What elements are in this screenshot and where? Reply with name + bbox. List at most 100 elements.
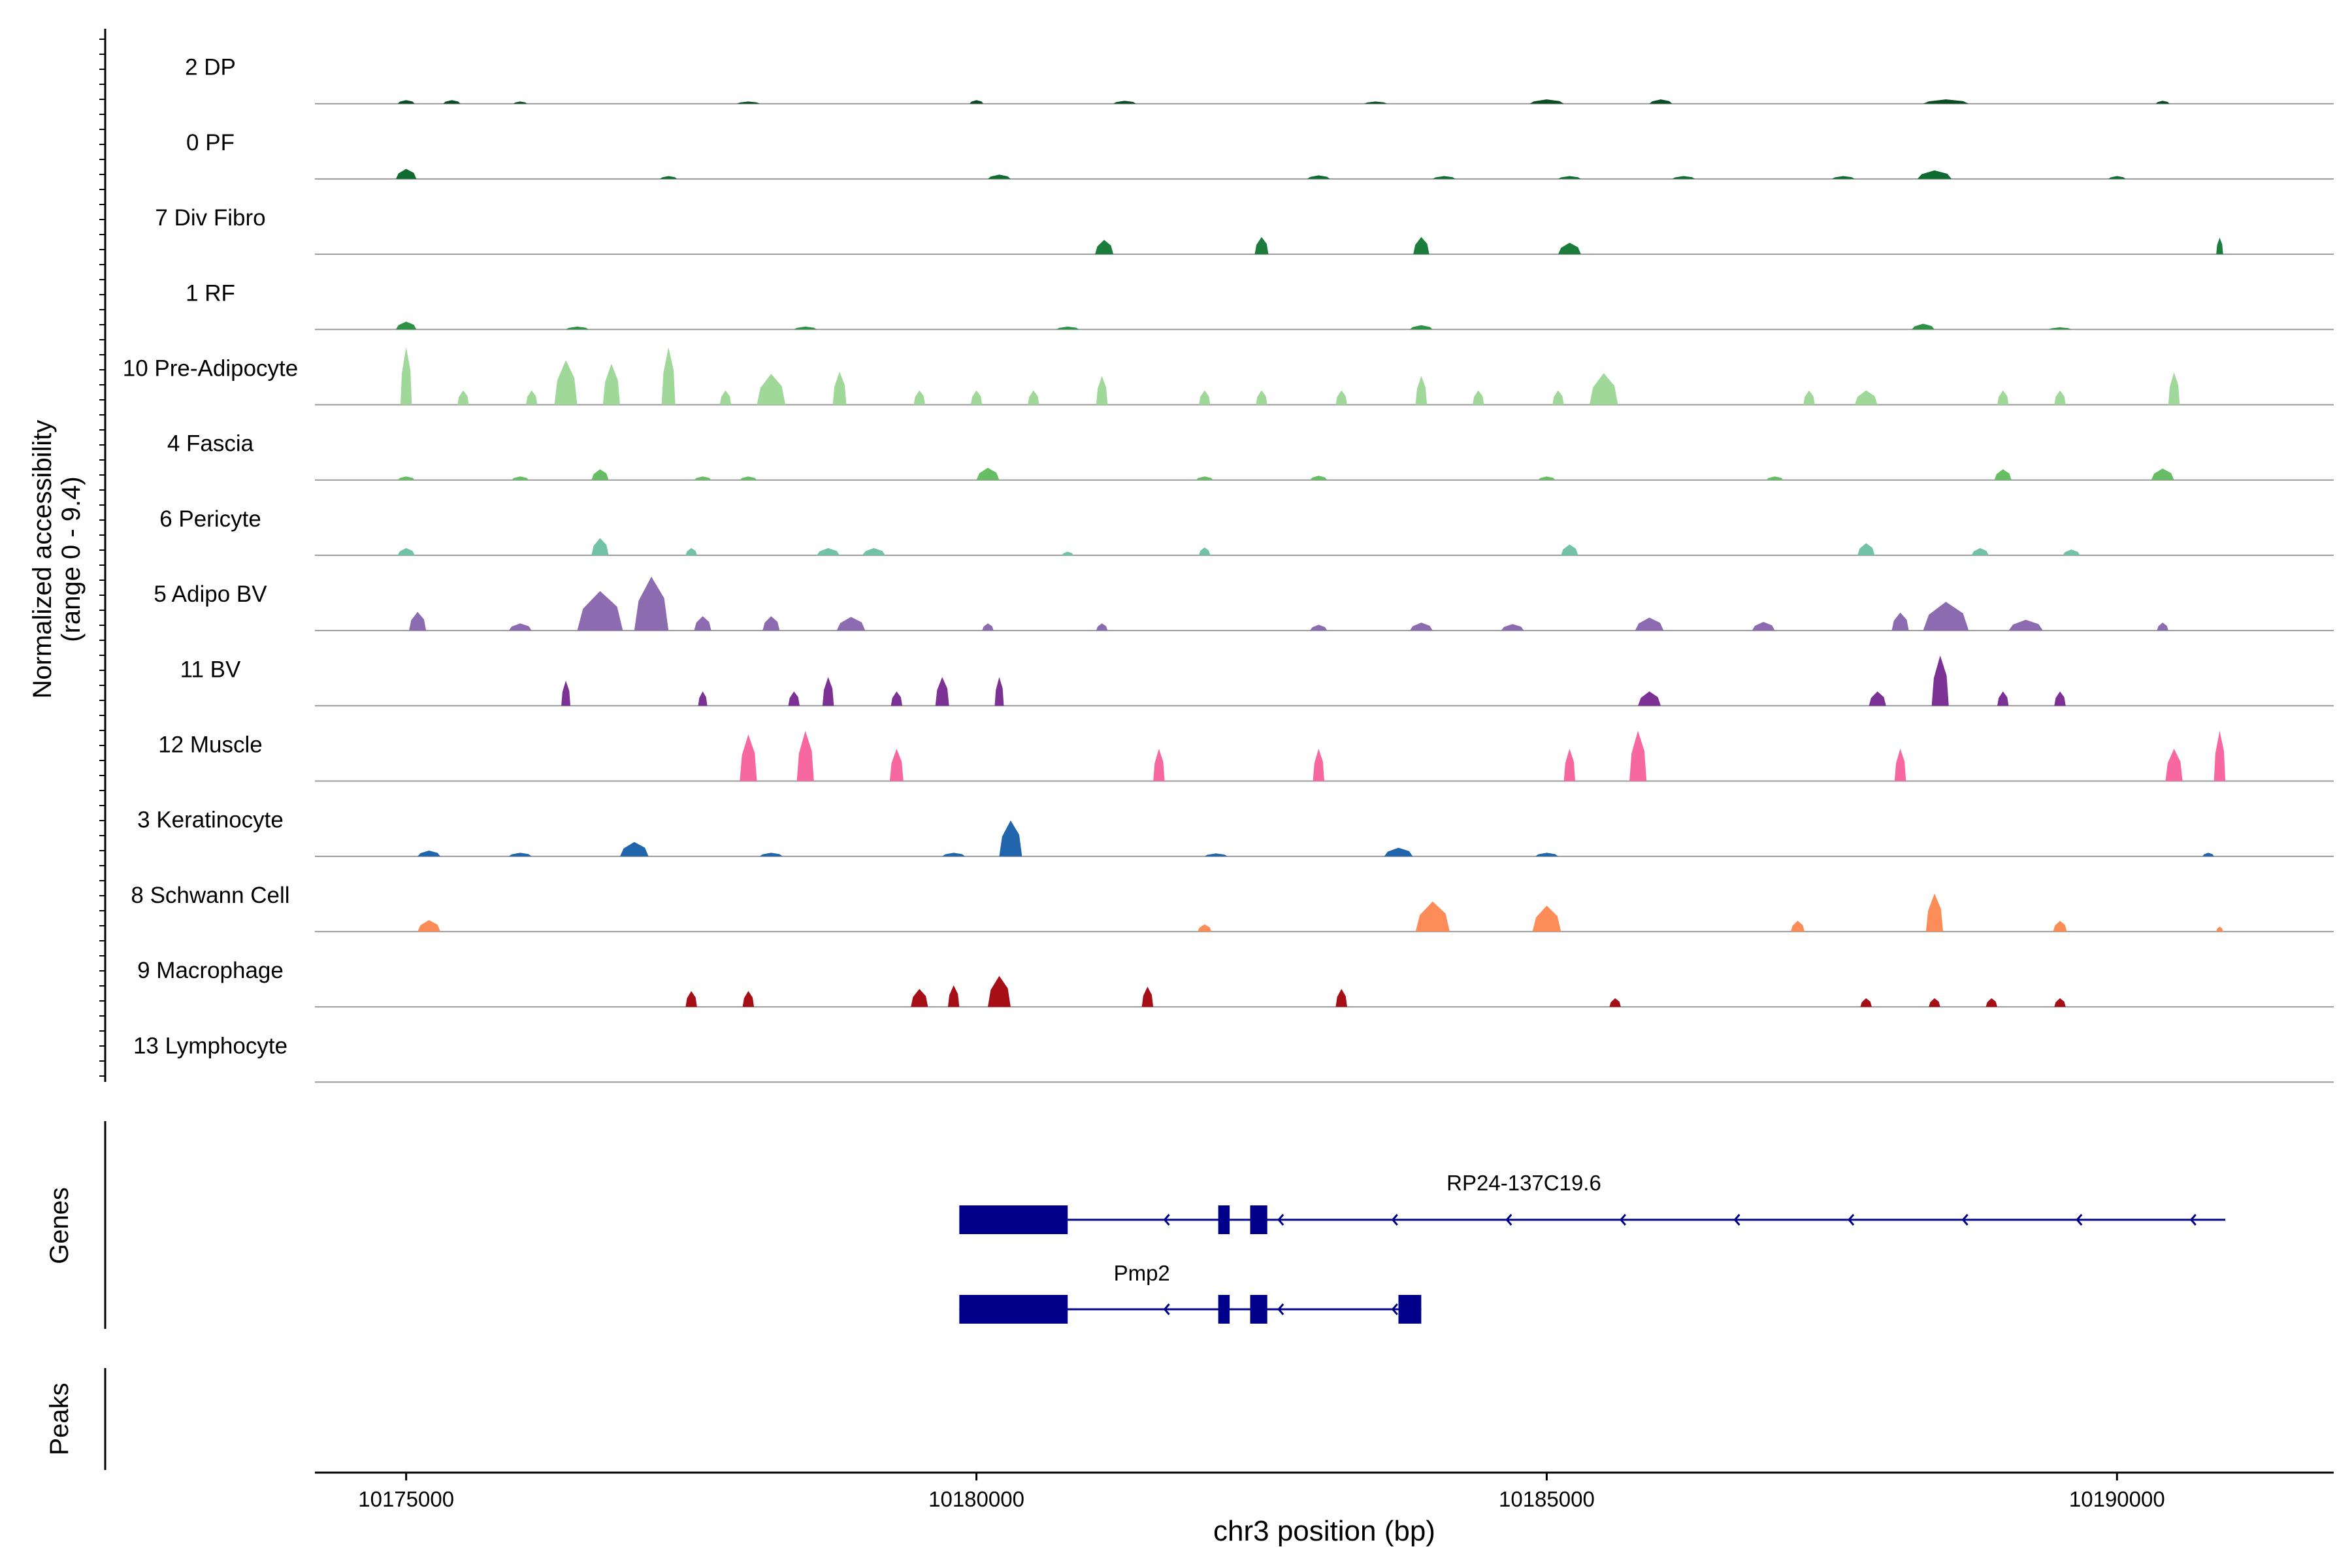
coverage-peak bbox=[1931, 655, 1949, 706]
coverage-peak bbox=[1672, 176, 1695, 179]
coverage-peak bbox=[1432, 176, 1456, 179]
coverage-peak bbox=[561, 680, 571, 706]
coverage-peak bbox=[1313, 749, 1324, 781]
coverage-peak bbox=[1589, 373, 1618, 405]
coverage-peak bbox=[1997, 691, 2009, 706]
coverage-peak bbox=[740, 734, 757, 781]
coverage-peak bbox=[1912, 323, 1935, 330]
coverage-peak bbox=[1198, 924, 1212, 932]
coverage-peak bbox=[2054, 998, 2066, 1007]
coverage-peak bbox=[1256, 390, 1267, 405]
coverage-peak bbox=[512, 476, 529, 480]
coverage-peak bbox=[1857, 543, 1875, 555]
coverage-peak bbox=[1929, 998, 1940, 1007]
track-3: 7 Div Fibro bbox=[155, 205, 2334, 255]
coverage-peak bbox=[817, 547, 840, 555]
coverage-peak bbox=[397, 476, 415, 480]
gene-exon bbox=[1218, 1295, 1230, 1324]
gene-exon bbox=[1250, 1205, 1267, 1234]
coverage-peak bbox=[740, 476, 757, 480]
coverage-peak bbox=[1629, 730, 1647, 781]
coverage-peak bbox=[2054, 691, 2066, 706]
coverage-peak bbox=[660, 176, 678, 179]
coverage-peak bbox=[2202, 853, 2214, 857]
coverage-peak bbox=[1153, 749, 1165, 781]
track-label: 13 Lymphocyte bbox=[133, 1033, 287, 1058]
coverage-peak bbox=[796, 730, 814, 781]
coverage-peak bbox=[1766, 476, 1784, 480]
coverage-peak bbox=[742, 990, 755, 1007]
coverage-peak bbox=[1994, 469, 2012, 480]
coverage-peak bbox=[1803, 390, 1815, 405]
coverage-peak bbox=[1310, 476, 1328, 480]
coverage-peak bbox=[694, 616, 711, 631]
coverage-peak bbox=[1056, 326, 1079, 330]
coverage-peak bbox=[719, 390, 732, 405]
peaks-track-label: Peaks bbox=[45, 1382, 74, 1455]
coverage-peak bbox=[1204, 853, 1228, 857]
coverage-peak bbox=[862, 547, 885, 555]
track-8: 5 Adipo BV bbox=[154, 576, 2334, 632]
track-label: 2 DP bbox=[185, 55, 236, 80]
coverage-peak bbox=[2216, 926, 2223, 932]
strand-arrow bbox=[1163, 1214, 1170, 1226]
x-tick-label: 10190000 bbox=[2069, 1487, 2165, 1511]
coverage-peak bbox=[736, 101, 760, 104]
coverage-peak bbox=[1552, 390, 1564, 405]
coverage-peak bbox=[1415, 901, 1450, 932]
coverage-peak bbox=[999, 820, 1022, 857]
strand-arrow bbox=[1391, 1214, 1398, 1226]
coverage-peak bbox=[762, 616, 780, 631]
strand-arrow bbox=[1163, 1303, 1170, 1315]
coverage-peak bbox=[457, 390, 469, 405]
coverage-peak bbox=[1638, 691, 1661, 706]
coverage-peak bbox=[1096, 376, 1108, 405]
track-2: 0 PF bbox=[186, 130, 2334, 180]
y-axis-title: Normalized accessibility (range 0 - 9.4) bbox=[28, 420, 86, 699]
coverage-peak bbox=[1869, 691, 1886, 706]
gene-exon bbox=[1250, 1295, 1267, 1324]
coverage-peak bbox=[2048, 327, 2072, 330]
track-label: 12 Muscle bbox=[158, 732, 263, 758]
track-11: 3 Keratinocyte bbox=[137, 808, 2334, 857]
coverage-peak bbox=[913, 390, 925, 405]
coverage-peak bbox=[397, 100, 415, 104]
coverage-peak bbox=[1563, 749, 1576, 781]
coverage-peak bbox=[757, 374, 786, 405]
coverage-peak bbox=[982, 623, 994, 631]
coverage-peak bbox=[443, 100, 461, 104]
track-5: 10 Pre-Adipocyte bbox=[123, 347, 2334, 406]
coverage-peak bbox=[2054, 390, 2066, 405]
coverage-peak bbox=[591, 538, 609, 555]
coverage-peak bbox=[1923, 99, 1969, 104]
strand-arrow bbox=[1619, 1214, 1627, 1226]
coverage-peak bbox=[661, 347, 676, 405]
coverage-peak bbox=[1384, 847, 1413, 857]
coverage-peak bbox=[890, 691, 903, 706]
gene-pmp2: Pmp2 bbox=[959, 1261, 1422, 1324]
strand-arrow bbox=[1733, 1214, 1740, 1226]
coverage-peak bbox=[1409, 325, 1433, 330]
coverage-peak bbox=[1561, 544, 1578, 555]
coverage-peak bbox=[788, 691, 800, 706]
coverage-peak bbox=[1925, 893, 1944, 932]
coverage-peak bbox=[508, 623, 532, 631]
track-label: 3 Keratinocyte bbox=[137, 808, 284, 833]
coverage-peak bbox=[2157, 623, 2168, 631]
coverage-peak bbox=[685, 990, 697, 1007]
coverage-peak bbox=[911, 988, 928, 1007]
coverage-peak bbox=[970, 100, 984, 104]
coverage-peak bbox=[832, 371, 847, 405]
coverage-peak bbox=[2155, 101, 2170, 104]
coverage-peak bbox=[1198, 547, 1211, 555]
strand-arrow bbox=[1277, 1214, 1284, 1226]
coverage-peak bbox=[400, 347, 412, 405]
coverage-peak bbox=[566, 326, 589, 330]
coverage-peak bbox=[994, 677, 1004, 706]
coverage-peak bbox=[1538, 476, 1556, 480]
coverage-peak bbox=[397, 547, 415, 555]
y-axis-title-line2: (range 0 - 9.4) bbox=[57, 476, 86, 642]
coverage-peak bbox=[395, 169, 417, 179]
coverage-peak bbox=[513, 101, 527, 104]
coverage-peak bbox=[1791, 921, 1805, 932]
